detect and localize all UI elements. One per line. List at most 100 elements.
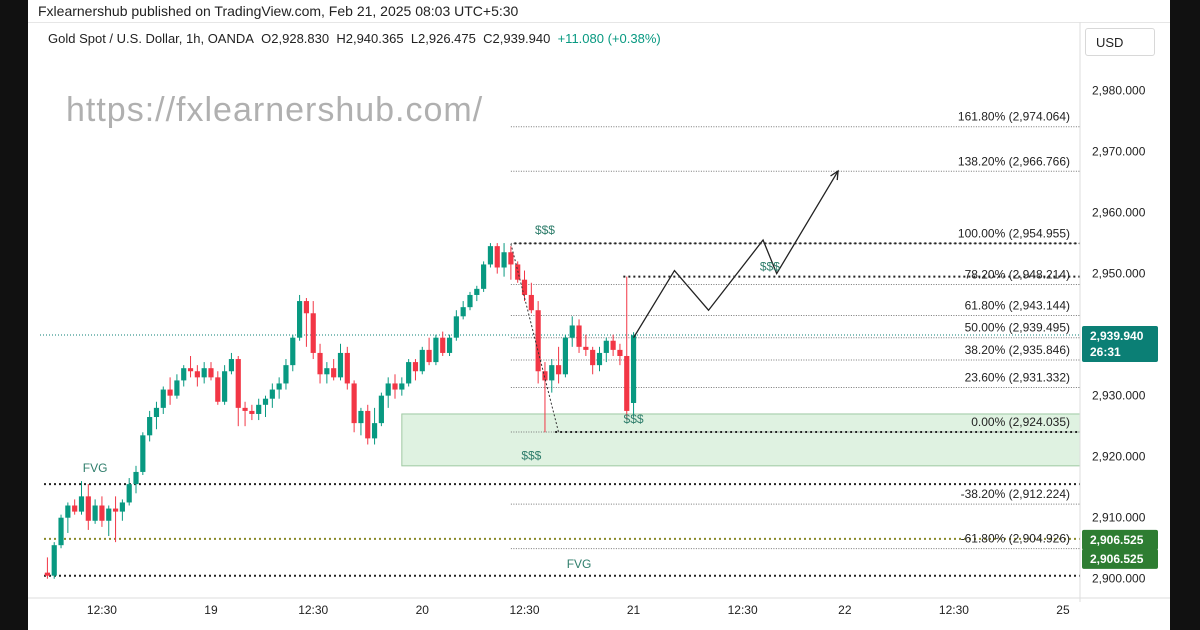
candle-up [358, 410, 364, 424]
candle-down [617, 349, 623, 356]
liquidity-label: $$$ [535, 223, 555, 237]
x-tick-label: 12:30 [298, 603, 328, 617]
swing-line [510, 243, 560, 433]
publish-bar: Fxlearnershub published on TradingView.c… [28, 0, 1170, 23]
candle-down [412, 362, 419, 372]
y-tick-label: 2,910.000 [1092, 511, 1146, 525]
symbol-title: Gold Spot / U.S. Dollar, 1h, OANDA [48, 31, 254, 46]
candle-up [324, 368, 330, 375]
candle-up [297, 301, 303, 338]
candle-up [256, 404, 262, 414]
candle-down [521, 279, 528, 295]
candle-down [167, 389, 173, 396]
candle-up [181, 368, 187, 381]
fib-level-label: 161.80% (2,974.064) [958, 110, 1070, 124]
candle-up [501, 252, 507, 268]
candle-up [371, 423, 378, 439]
candle-down [112, 508, 119, 512]
close-value: C2,939.940 [483, 31, 551, 46]
y-tick-label: 2,900.000 [1092, 572, 1146, 586]
candle-down [508, 252, 514, 265]
candle-up [378, 395, 384, 424]
candle-up [153, 407, 160, 418]
candle-up [201, 368, 207, 378]
candle-up [419, 349, 425, 372]
candle-down [310, 313, 316, 353]
candle-up [406, 362, 412, 384]
x-tick-label: 12:30 [509, 603, 539, 617]
x-tick-label: 19 [204, 603, 218, 617]
candle-down [528, 294, 534, 311]
candle-down [392, 383, 398, 390]
candle-down [249, 410, 255, 414]
x-tick-label: 12:30 [728, 603, 758, 617]
fib-level-label: -61.80% (2,904.926) [961, 532, 1070, 546]
change-value: +11.080 (+0.38%) [557, 31, 661, 46]
candle-down [351, 383, 357, 424]
fib-level-label: 100.00% (2,954.955) [958, 226, 1070, 240]
candle-down [542, 371, 548, 381]
liquidity-label: $$$ [624, 412, 644, 426]
candle-up [174, 380, 180, 396]
candle-down [535, 310, 541, 372]
candle-up [487, 246, 494, 265]
publish-info: Fxlearnershub published on TradingView.c… [38, 3, 519, 19]
candle-up [78, 496, 85, 512]
demand-zone [401, 413, 1081, 467]
candle-down [331, 368, 337, 378]
candle-up [160, 389, 166, 408]
y-tick-label: 2,930.000 [1092, 389, 1146, 403]
fib-level-label: 138.20% (2,966.766) [958, 154, 1070, 168]
projection-path [633, 170, 839, 339]
candle-down [556, 365, 562, 375]
liquidity-label: $$$ [760, 260, 780, 274]
candle-down [576, 325, 582, 347]
price-label-box [1082, 548, 1158, 569]
candle-down [44, 572, 50, 576]
fib-level-label: 0.00% (2,924.035) [971, 415, 1070, 429]
x-tick-label: 12:30 [87, 603, 117, 617]
price-label-text: 2,939.940 [1090, 329, 1144, 343]
candle-up [290, 337, 296, 366]
fib-level-label: 38.20% (2,935.846) [965, 343, 1070, 357]
candle-up [222, 371, 228, 402]
x-tick-label: 20 [416, 603, 430, 617]
fib-level-label: 50.00% (2,939.495) [965, 321, 1070, 335]
candle-up [283, 365, 289, 384]
candle-up [65, 505, 71, 518]
candle-down [99, 505, 105, 521]
liquidity-label: $$$ [521, 449, 541, 463]
fvg-label: FVG [83, 461, 108, 475]
currency-button[interactable]: USD [1085, 28, 1155, 56]
candle-down [72, 505, 78, 512]
candle-up [596, 352, 603, 366]
candle-down [365, 410, 371, 439]
candle-down [317, 352, 323, 375]
price-label-box [1082, 529, 1158, 550]
fib-level-label: 61.80% (2,943.144) [965, 298, 1070, 312]
candle-up [276, 383, 282, 390]
candle-up [569, 325, 575, 338]
candle-up [433, 337, 439, 363]
candle-up [453, 316, 459, 338]
candle-down [440, 337, 446, 353]
candle-down [208, 368, 214, 378]
open-value: O2,928.830 [261, 31, 330, 46]
candle-up [51, 545, 57, 576]
candle-down [590, 349, 596, 366]
ohlc-legend: Gold Spot / U.S. Dollar, 1h, OANDA O2,92… [48, 31, 661, 46]
candle-down [610, 340, 616, 350]
y-tick-label: 2,970.000 [1092, 145, 1146, 159]
y-tick-label: 2,950.000 [1092, 267, 1146, 281]
candle-up [106, 508, 112, 521]
candle-up [140, 435, 146, 472]
candle-down [85, 496, 91, 521]
fvg-label: FVG [567, 557, 592, 571]
candle-up [92, 505, 98, 521]
x-tick-label: 12:30 [939, 603, 969, 617]
candle-up [58, 517, 64, 546]
candle-down [426, 349, 432, 363]
candle-up [460, 307, 466, 317]
candle-up [262, 398, 269, 405]
